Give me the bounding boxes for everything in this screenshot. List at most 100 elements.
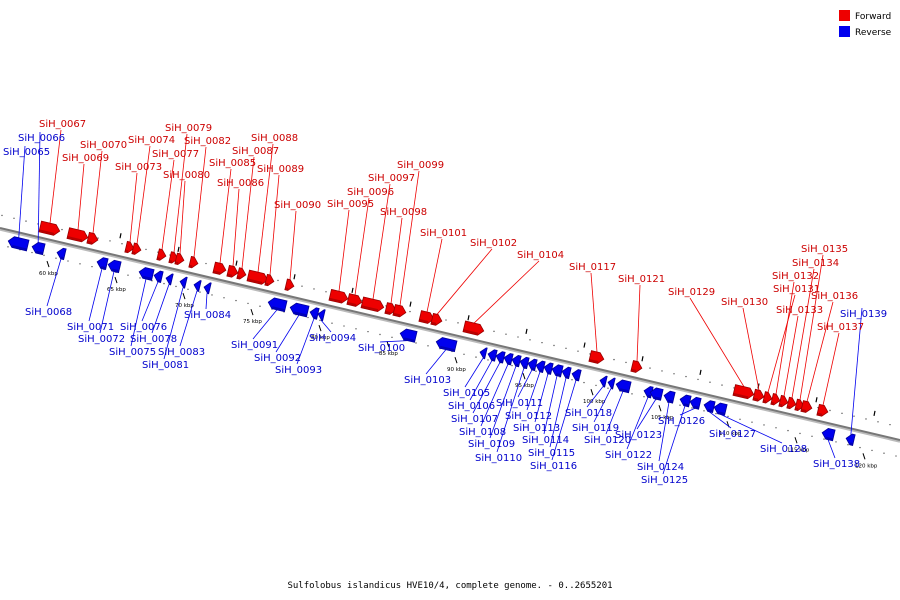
gene-label[interactable]: SiH_0077	[152, 149, 199, 160]
gene-sih-0101[interactable]	[418, 310, 435, 325]
gene-sih-0126[interactable]	[689, 396, 702, 410]
gene-label[interactable]: SiH_0114	[522, 435, 569, 446]
gene-sih-0121[interactable]	[630, 360, 643, 374]
gene-label[interactable]: SiH_0092	[254, 353, 301, 364]
gene-label[interactable]: SiH_0070	[80, 140, 127, 151]
gene-sih-0089[interactable]	[264, 273, 275, 287]
gene-label[interactable]: SiH_0074	[128, 135, 175, 146]
gene-sih-0139[interactable]	[845, 433, 856, 446]
gene-sih-0130[interactable]	[752, 388, 765, 402]
gene-sih-0065[interactable]	[7, 236, 30, 252]
gene-label[interactable]: SiH_0097	[368, 173, 415, 184]
gene-label[interactable]: SiH_0091	[231, 340, 278, 351]
gene-sih-0071[interactable]	[96, 257, 109, 271]
gene-sih-0134[interactable]	[786, 396, 797, 410]
gene-sih-0103[interactable]	[435, 336, 458, 353]
gene-sih-0098[interactable]	[384, 302, 397, 316]
gene-sih-0104[interactable]	[462, 320, 485, 336]
gene-sih-0075[interactable]	[138, 266, 155, 281]
gene-sih-0108[interactable]	[503, 352, 514, 366]
gene-sih-0080[interactable]	[174, 252, 185, 266]
gene-label[interactable]: SiH_0093	[275, 365, 322, 376]
gene-label[interactable]: SiH_0126	[658, 416, 705, 427]
gene-label[interactable]: SiH_0137	[817, 322, 864, 333]
gene-label[interactable]: SiH_0108	[459, 427, 506, 438]
gene-label[interactable]: SiH_0116	[530, 461, 577, 472]
gene-sih-0093[interactable]	[309, 307, 320, 320]
gene-sih-0082[interactable]	[188, 255, 199, 269]
gene-sih-0095[interactable]	[328, 288, 349, 304]
gene-sih-0084[interactable]	[203, 282, 212, 295]
gene-label[interactable]: SiH_0132	[772, 271, 819, 282]
gene-sih-0123[interactable]	[649, 387, 664, 401]
gene-label[interactable]: SiH_0134	[792, 258, 839, 269]
gene-sih-0086[interactable]	[226, 264, 239, 278]
gene-label[interactable]: SiH_0072	[78, 334, 125, 345]
gene-label[interactable]: SiH_0065	[3, 147, 50, 158]
gene-sih-0120[interactable]	[615, 379, 632, 394]
gene-label[interactable]: SiH_0117	[569, 262, 616, 273]
gene-label[interactable]: SiH_0138	[813, 459, 860, 470]
gene-sih-0131[interactable]	[762, 391, 773, 405]
gene-label[interactable]: SiH_0090	[274, 200, 321, 211]
gene-label[interactable]: SiH_0075	[109, 347, 156, 358]
gene-label[interactable]: SiH_0135	[801, 244, 848, 255]
gene-label[interactable]: SiH_0104	[517, 250, 564, 261]
gene-label[interactable]: SiH_0087	[232, 146, 279, 157]
gene-label[interactable]: SiH_0112	[505, 411, 552, 422]
gene-sih-0083[interactable]	[193, 279, 202, 292]
gene-label[interactable]: SiH_0095	[327, 199, 374, 210]
gene-label[interactable]: SiH_0133	[776, 305, 823, 316]
gene-sih-0073[interactable]	[124, 240, 135, 254]
gene-label[interactable]: SiH_0089	[257, 164, 304, 175]
gene-sih-0125[interactable]	[679, 394, 692, 408]
gene-label[interactable]: SiH_0124	[637, 462, 684, 473]
gene-label[interactable]: SiH_0109	[468, 439, 515, 450]
gene-label[interactable]: SiH_0102	[470, 238, 517, 249]
gene-label[interactable]: SiH_0081	[142, 360, 189, 371]
gene-sih-0087[interactable]	[236, 267, 247, 281]
gene-label[interactable]: SiH_0076	[120, 322, 167, 333]
gene-label[interactable]: SiH_0128	[760, 444, 807, 455]
gene-label[interactable]: SiH_0083	[158, 347, 205, 358]
gene-sih-0100[interactable]	[399, 328, 418, 343]
gene-label[interactable]: SiH_0130	[721, 297, 768, 308]
gene-sih-0133[interactable]	[778, 394, 789, 408]
gene-sih-0094[interactable]	[317, 309, 326, 322]
gene-sih-0072[interactable]	[107, 259, 122, 274]
gene-label[interactable]: SiH_0086	[217, 178, 264, 189]
gene-sih-0077[interactable]	[156, 248, 167, 262]
gene-sih-0132[interactable]	[770, 393, 781, 407]
gene-label[interactable]: SiH_0136	[811, 291, 858, 302]
gene-sih-0074[interactable]	[131, 242, 142, 256]
gene-label[interactable]: SiH_0107	[451, 414, 498, 425]
gene-label[interactable]: SiH_0096	[347, 187, 394, 198]
gene-label[interactable]: SiH_0101	[420, 228, 467, 239]
gene-label[interactable]: SiH_0100	[358, 343, 405, 354]
gene-sih-0116[interactable]	[571, 368, 582, 382]
gene-label[interactable]: SiH_0110	[475, 453, 522, 464]
gene-sih-0128[interactable]	[713, 402, 728, 416]
gene-sih-0127[interactable]	[703, 400, 716, 413]
gene-label[interactable]: SiH_0099	[397, 160, 444, 171]
gene-sih-0067[interactable]	[38, 220, 61, 236]
gene-sih-0091[interactable]	[267, 297, 288, 313]
gene-sih-0076[interactable]	[153, 270, 164, 283]
gene-label[interactable]: SiH_0106	[448, 401, 495, 412]
gene-label[interactable]: SiH_0118	[565, 408, 612, 419]
gene-sih-0070[interactable]	[86, 231, 99, 245]
gene-label[interactable]: SiH_0121	[618, 274, 665, 285]
gene-label[interactable]: SiH_0069	[62, 153, 109, 164]
gene-label[interactable]: SiH_0105	[443, 388, 490, 399]
gene-label[interactable]: SiH_0067	[39, 119, 86, 130]
gene-label[interactable]: SiH_0111	[496, 398, 543, 409]
gene-sih-0124[interactable]	[663, 390, 676, 404]
gene-sih-0119[interactable]	[607, 377, 616, 390]
gene-sih-0097[interactable]	[360, 296, 385, 313]
gene-label[interactable]: SiH_0085	[209, 158, 256, 169]
gene-label[interactable]: SiH_0125	[641, 475, 688, 486]
gene-label[interactable]: SiH_0120	[584, 435, 631, 446]
gene-label[interactable]: SiH_0082	[184, 136, 231, 147]
gene-label[interactable]: SiH_0066	[18, 133, 65, 144]
gene-label[interactable]: SiH_0068	[25, 307, 72, 318]
